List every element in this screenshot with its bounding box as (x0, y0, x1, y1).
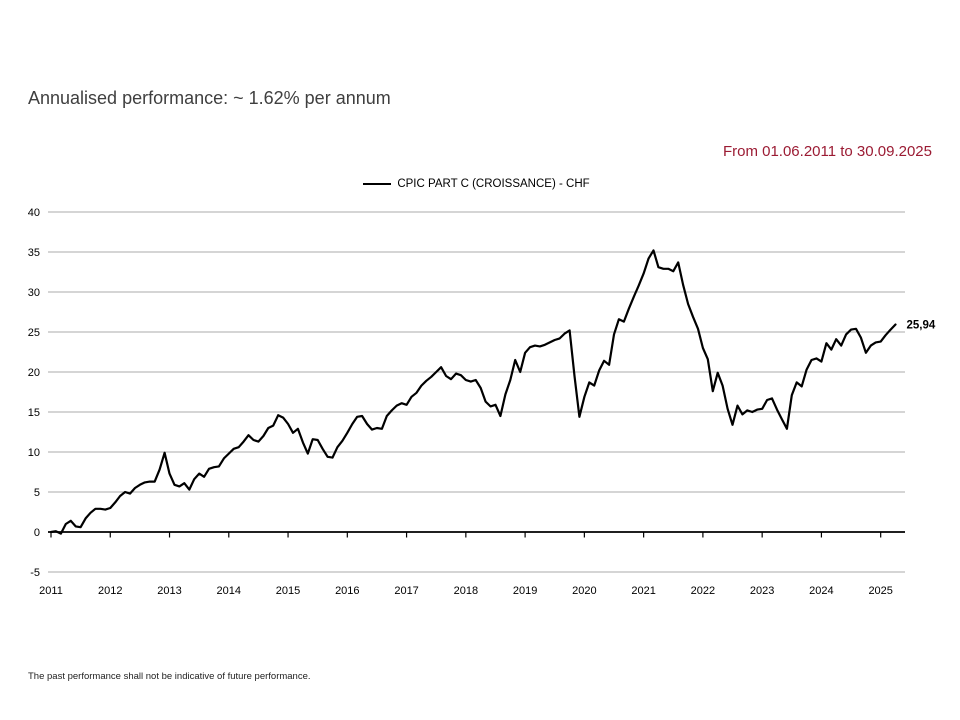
x-tick-label: 2015 (276, 585, 300, 597)
x-tick-label: 2019 (513, 585, 537, 597)
x-tick-label: 2013 (157, 585, 181, 597)
x-tick-label: 2023 (750, 585, 774, 597)
x-tick-label: 2012 (98, 585, 122, 597)
y-tick-label: 40 (28, 207, 40, 219)
series-line (49, 249, 897, 535)
y-tick-label: 15 (28, 407, 40, 419)
y-tick-label: 0 (34, 527, 40, 539)
x-tick-label: 2024 (809, 585, 833, 597)
x-tick-label: 2016 (335, 585, 359, 597)
x-tick-label: 2011 (39, 585, 63, 597)
x-tick-label: 2020 (572, 585, 596, 597)
y-tick-label: 30 (28, 287, 40, 299)
x-tick-label: 2018 (454, 585, 478, 597)
end-value-label: 25,94 (907, 319, 936, 331)
x-tick-label: 2021 (631, 585, 655, 597)
y-tick-label: 35 (28, 247, 40, 259)
y-tick-label: -5 (30, 567, 40, 579)
legend-line-swatch (363, 183, 392, 185)
disclaimer-text: The past performance shall not be indica… (28, 671, 311, 682)
x-tick-label: 2017 (394, 585, 418, 597)
y-tick-label: 5 (34, 487, 40, 499)
y-tick-label: 25 (28, 327, 40, 339)
date-range-label: From 01.06.2011 to 30.09.2025 (722, 143, 932, 160)
chart-legend: CPIC PART C (CROISSANCE) - CHF (48, 178, 905, 190)
page-title: Annualised performance: ~ 1.62% per annu… (28, 88, 391, 108)
y-tick-label: 20 (28, 367, 40, 379)
legend-series-label: CPIC PART C (CROISSANCE) - CHF (397, 178, 590, 190)
x-tick-label: 2025 (868, 585, 892, 597)
y-tick-label: 10 (28, 447, 40, 459)
x-tick-label: 2022 (691, 585, 715, 597)
x-tick-label: 2014 (217, 585, 241, 597)
